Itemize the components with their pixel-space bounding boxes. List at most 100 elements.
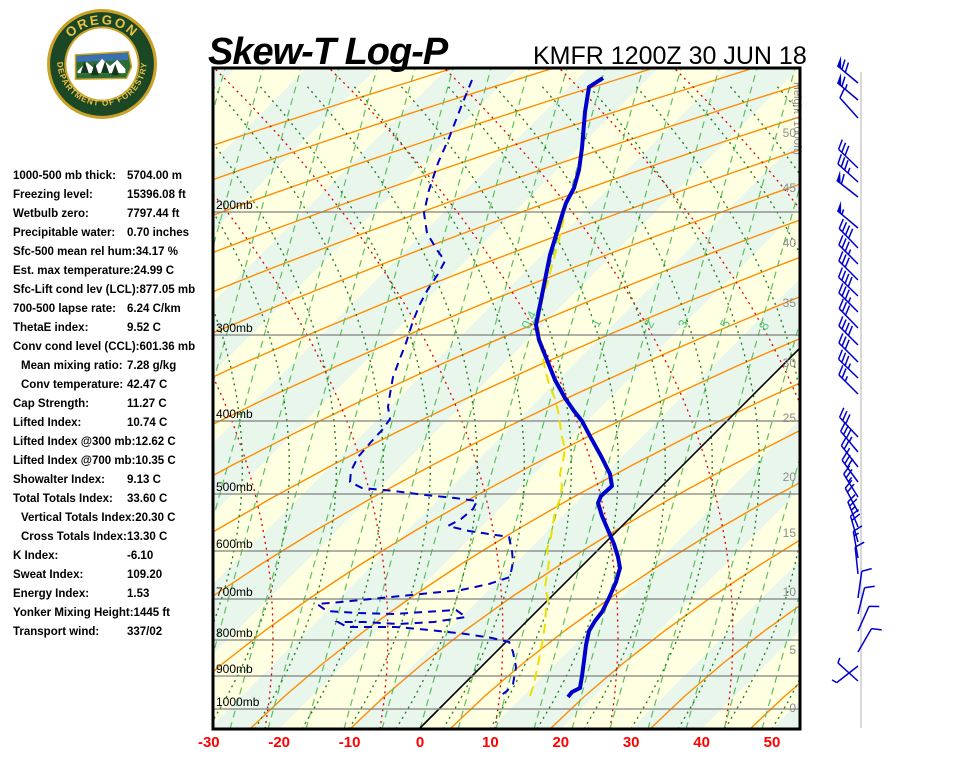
stat-row: Energy Index: 1.53 [13, 585, 218, 604]
pressure-label: 700mb [216, 585, 253, 599]
height-label: 25 [783, 411, 797, 425]
stat-value: 20.30 C [135, 512, 176, 524]
stat-value: 24.99 C [133, 265, 175, 277]
x-axis-tick-label: 50 [764, 734, 781, 751]
stat-label: Precipitable water: [13, 227, 116, 239]
stat-value: 34.17 % [135, 246, 178, 258]
stats-panel: 1000-500 mb thick: 5704.00 m Freezing leve… [13, 167, 218, 642]
height-label: 50 [783, 126, 797, 140]
stat-label: 700-500 lapse rate: [13, 303, 116, 315]
stat-value: 601.36 mb [139, 341, 196, 353]
stat-row: Yonker Mixing Height:1445 ft [13, 604, 218, 623]
stat-value: 1445 ft [133, 607, 170, 619]
stat-row: Mean mixing ratio: 7.28 g/kg [13, 357, 218, 376]
wind-barb [838, 218, 859, 249]
pressure-label: 400mb [216, 407, 253, 421]
height-label: 10 [783, 585, 797, 599]
wind-barb [837, 139, 859, 169]
stat-row: Freezing level: 15396.08 ft [13, 186, 218, 205]
x-axis-tick-label: -30 [198, 734, 220, 751]
stat-row: Conv cond level (CCL):601.36 mb [13, 338, 218, 357]
stat-value: 12.62 C [135, 436, 176, 448]
x-axis-tick-label: -10 [339, 734, 361, 751]
stat-value: 1.53 [127, 588, 150, 600]
stat-row: Wetbulb zero: 7797.44 ft [13, 205, 218, 224]
pressure-label: 800mb [216, 626, 253, 640]
stat-value: 33.60 C [127, 493, 168, 505]
station-datetime: KMFR 1200Z 30 JUN 18 [533, 42, 807, 70]
stat-row: Cross Totals Index:13.30 C [13, 528, 218, 547]
stat-row: Lifted Index @300 mb:12.62 C [13, 433, 218, 452]
wind-barbs [831, 55, 882, 684]
stat-value: 10.74 C [127, 417, 168, 429]
stat-label: Lifted Index: [13, 417, 82, 429]
stat-row: 700-500 lapse rate: 6.24 C/km [13, 300, 218, 319]
wind-barb [838, 407, 859, 438]
temperature-curve [534, 76, 622, 699]
stat-value: 9.52 C [127, 322, 161, 334]
stat-value: 7797.44 ft [127, 208, 180, 220]
x-axis-tick-label: 10 [482, 734, 499, 751]
pressure-label: 200mb [216, 198, 253, 212]
stat-label: Sfc-500 mean rel hum: [13, 246, 136, 258]
stat-label: Conv temperature: [21, 379, 124, 391]
stat-row: Lifted Index @700 mb:10.35 C [13, 452, 218, 471]
height-label: 45 [783, 181, 797, 195]
stat-label: Mean mixing ratio: [21, 360, 123, 372]
wind-barb [852, 525, 863, 559]
wind-barb [837, 349, 859, 379]
stat-label: Vertical Totals Index: [21, 512, 136, 524]
stat-label: Energy Index: [13, 588, 90, 600]
wind-barb [837, 657, 859, 682]
stat-row: Sfc-Lift cond lev (LCL):877.05 mb [13, 281, 218, 300]
wind-barb [857, 585, 875, 615]
logo-state-emblem [74, 50, 133, 81]
stat-row: Lifted Index: 10.74 C [13, 414, 218, 433]
dewpoint-curve [314, 79, 518, 697]
wind-barb [844, 479, 859, 513]
wind-barb [843, 465, 859, 498]
stat-label: Yonker Mixing Height: [13, 607, 134, 619]
stat-value: 6.24 C/km [127, 303, 181, 315]
stat-label: Sweat Index: [13, 569, 84, 581]
wind-barb [857, 567, 872, 599]
stat-value: 0.70 inches [127, 227, 190, 239]
stat-value: 15396.08 ft [127, 189, 186, 201]
stat-row: Total Totals Index: 33.60 C [13, 490, 218, 509]
height-label: 20 [783, 470, 797, 484]
stat-label: Wetbulb zero: [13, 208, 89, 220]
stat-label: Cross Totals Index: [21, 531, 127, 543]
mixing-ratio-label: 0.4 [518, 308, 540, 331]
stat-value: -6.10 [127, 550, 154, 562]
pressure-label: 300mb [216, 321, 253, 335]
stat-label: Est. max temperature: [13, 265, 134, 277]
wind-barb [838, 283, 859, 313]
wind-barb [837, 267, 859, 297]
pressure-label: 600mb [216, 537, 253, 551]
stat-row: Showalter Index: 9.13 C [13, 471, 218, 490]
stat-value: 7.28 g/kg [127, 360, 177, 372]
wind-barb [849, 508, 861, 543]
stat-value: 109.20 [127, 569, 163, 581]
wind-barb [838, 298, 859, 329]
stat-value: 13.30 C [127, 531, 168, 543]
height-label: 0 [789, 701, 796, 715]
x-axis-tick-label: 40 [693, 734, 710, 751]
stat-row: Cap Strength: 11.27 C [13, 395, 218, 414]
wind-barb [836, 72, 859, 101]
stat-row: Vertical Totals Index:20.30 C [13, 509, 218, 528]
stat-label: ThetaE index: [13, 322, 89, 334]
stat-label: Lifted Index @300 mb: [13, 436, 136, 448]
pressure-labels: 200mb 300mb 400mb 500mb 600mb 700mb 800mb 900mb… [216, 198, 260, 709]
stat-row: Est. max temperature:24.99 C [13, 262, 218, 281]
stat-value: 337/02 [127, 626, 163, 638]
page-title: Skew-T Log-P [208, 31, 448, 73]
stat-value: 5704.00 m [127, 170, 182, 182]
wind-barb [838, 235, 859, 265]
stat-label: Total Totals Index: [13, 493, 113, 505]
wind-barb [854, 541, 865, 575]
wind-barb [839, 88, 859, 119]
